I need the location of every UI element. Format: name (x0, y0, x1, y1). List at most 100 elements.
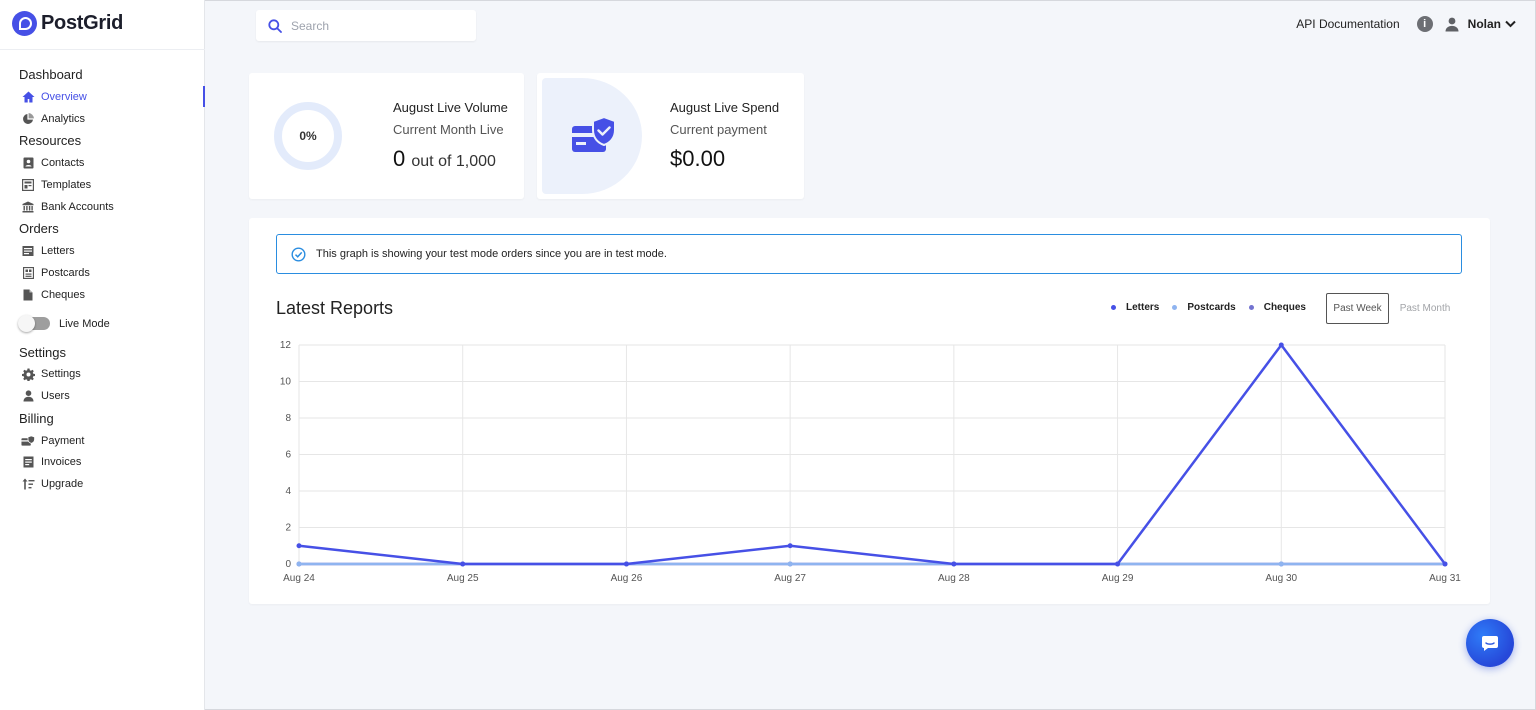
user-menu-name[interactable]: Nolan (1467, 17, 1501, 31)
test-mode-notice: This graph is showing your test mode ord… (276, 234, 1462, 274)
api-documentation-link[interactable]: API Documentation (1296, 17, 1400, 31)
brand-name: PostGrid (41, 12, 124, 34)
data-point-letters (623, 561, 629, 567)
sidebar-item-bank-accounts[interactable]: Bank Accounts (0, 196, 205, 218)
nav-section-dashboard: Dashboard (19, 67, 83, 82)
invoice-icon (21, 455, 35, 469)
nav-section-resources: Resources (19, 133, 82, 149)
live-volume-card: 0% August Live Volume Current Month Live… (249, 73, 524, 199)
divider (0, 49, 205, 50)
sidebar-item-contacts[interactable]: Contacts (0, 152, 205, 174)
live-mode-label: Live Mode (59, 317, 110, 330)
sidebar-item-payment[interactable]: Payment (0, 430, 205, 452)
sidebar-item-upgrade[interactable]: Upgrade (0, 473, 205, 495)
volume-progress-ring: 0% (274, 102, 342, 170)
sidebar-item-label: Bank Accounts (41, 200, 114, 213)
legend-dot (1172, 305, 1178, 310)
chevron-down-icon[interactable] (1505, 20, 1516, 28)
spend-title: August Live Spend (670, 100, 780, 115)
notice-text: This graph is showing your test mode ord… (316, 248, 667, 260)
data-point-letters (1115, 561, 1121, 567)
info-icon[interactable]: i (1416, 16, 1433, 32)
x-tick-label: Aug 29 (1102, 573, 1134, 584)
latest-reports-card: This graph is showing your test mode ord… (249, 218, 1490, 604)
sidebar-item-label: Invoices (41, 456, 82, 469)
live-mode-toggle[interactable] (18, 315, 50, 332)
legend-label: Cheques (1263, 302, 1306, 313)
sidebar-item-analytics[interactable]: Analytics (0, 108, 205, 130)
nav-section-billing: Billing (19, 410, 54, 426)
user-icon (21, 389, 35, 403)
data-point-letters (1278, 342, 1284, 348)
legend-item-cheques[interactable]: Cheques (1248, 302, 1306, 313)
live-mode-toggle-row: Live Mode (0, 310, 205, 338)
check-circle-icon (291, 246, 306, 262)
sidebar-item-label: Contacts (41, 157, 85, 170)
y-tick-label: 4 (285, 486, 291, 497)
x-tick-label: Aug 28 (938, 573, 970, 584)
sidebar-item-invoices[interactable]: Invoices (0, 452, 205, 474)
sidebar-item-users[interactable]: Users (0, 385, 205, 407)
brand-logo[interactable]: PostGrid (12, 11, 123, 36)
nav-section-orders: Orders (19, 221, 59, 237)
data-point-letters (296, 543, 302, 549)
legend-item-postcards[interactable]: Postcards (1172, 302, 1236, 313)
y-tick-label: 8 (285, 413, 291, 424)
volume-value: 0 out of 1,000 (393, 146, 496, 172)
spend-subtitle: Current payment (670, 122, 767, 137)
data-point-postcards (1278, 561, 1284, 567)
upgrade-icon (21, 477, 35, 491)
y-tick-label: 0 (285, 559, 291, 570)
pie-chart-icon (21, 112, 35, 126)
data-point-letters (951, 561, 957, 567)
sidebar-item-templates[interactable]: Templates (0, 174, 205, 196)
sidebar-item-letters[interactable]: Letters (0, 240, 205, 262)
legend-item-letters[interactable]: Letters (1111, 302, 1159, 313)
data-point-postcards (787, 561, 793, 567)
past-week-button[interactable]: Past Week (1326, 293, 1389, 324)
sidebar-item-cheques[interactable]: Cheques (0, 284, 205, 306)
sidebar-item-label: Users (41, 390, 70, 403)
live-spend-card: August Live Spend Current payment $0.00 (537, 73, 804, 199)
reports-chart: 0 2 4 6 8 10 12 Aug 24 Aug 25 Aug 26 Aug 27 Aug 28 A… (249, 330, 1490, 600)
x-tick-label: Aug 31 (1429, 573, 1461, 584)
gear-icon (21, 367, 35, 381)
x-tick-label: Aug 27 (774, 573, 806, 584)
home-icon (21, 90, 35, 104)
volume-title: August Live Volume (393, 100, 508, 115)
past-month-button[interactable]: Past Month (1399, 303, 1451, 314)
sidebar-item-overview[interactable]: Overview (0, 86, 205, 108)
sidebar-item-postcards[interactable]: Postcards (0, 262, 205, 284)
line-chart: 0 2 4 6 8 10 12 Aug 24 Aug 25 Aug 26 Aug 27 Aug 28 A… (280, 340, 1461, 584)
sidebar-item-label: Overview (41, 90, 87, 103)
sidebar-item-settings[interactable]: Settings (0, 364, 205, 386)
search-input[interactable] (291, 18, 461, 33)
search-icon (268, 18, 282, 33)
secure-payment-icon (572, 115, 616, 152)
user-icon (1445, 17, 1459, 32)
y-tick-label: 12 (280, 340, 292, 351)
search-bar[interactable] (256, 10, 476, 41)
nav-section-settings: Settings (19, 344, 66, 360)
payment-icon (21, 434, 35, 448)
sidebar-item-label: Analytics (41, 112, 86, 125)
data-point-letters (787, 543, 793, 549)
sidebar-item-label: Postcards (41, 266, 90, 279)
data-point-postcards (296, 561, 302, 567)
volume-limit: out of 1,000 (411, 153, 496, 170)
postgrid-logo-icon (12, 11, 37, 36)
legend-label: Letters (1126, 302, 1160, 313)
volume-percent: 0% (299, 129, 317, 143)
sidebar-item-label: Cheques (41, 288, 86, 301)
y-tick-label: 10 (280, 377, 292, 388)
volume-count: 0 (393, 146, 406, 171)
template-icon (21, 178, 35, 192)
reports-title: Latest Reports (276, 298, 394, 318)
y-tick-label: 6 (285, 450, 291, 461)
sidebar-nav: Dashboard Overview Analytics Resources Conta… (0, 64, 205, 495)
legend-label: Postcards (1187, 302, 1236, 313)
volume-subtitle: Current Month Live (393, 122, 504, 137)
chat-button[interactable] (1466, 619, 1514, 667)
sidebar: PostGrid Dashboard Overview Analytics Resou… (0, 0, 205, 710)
bank-icon (21, 200, 35, 214)
